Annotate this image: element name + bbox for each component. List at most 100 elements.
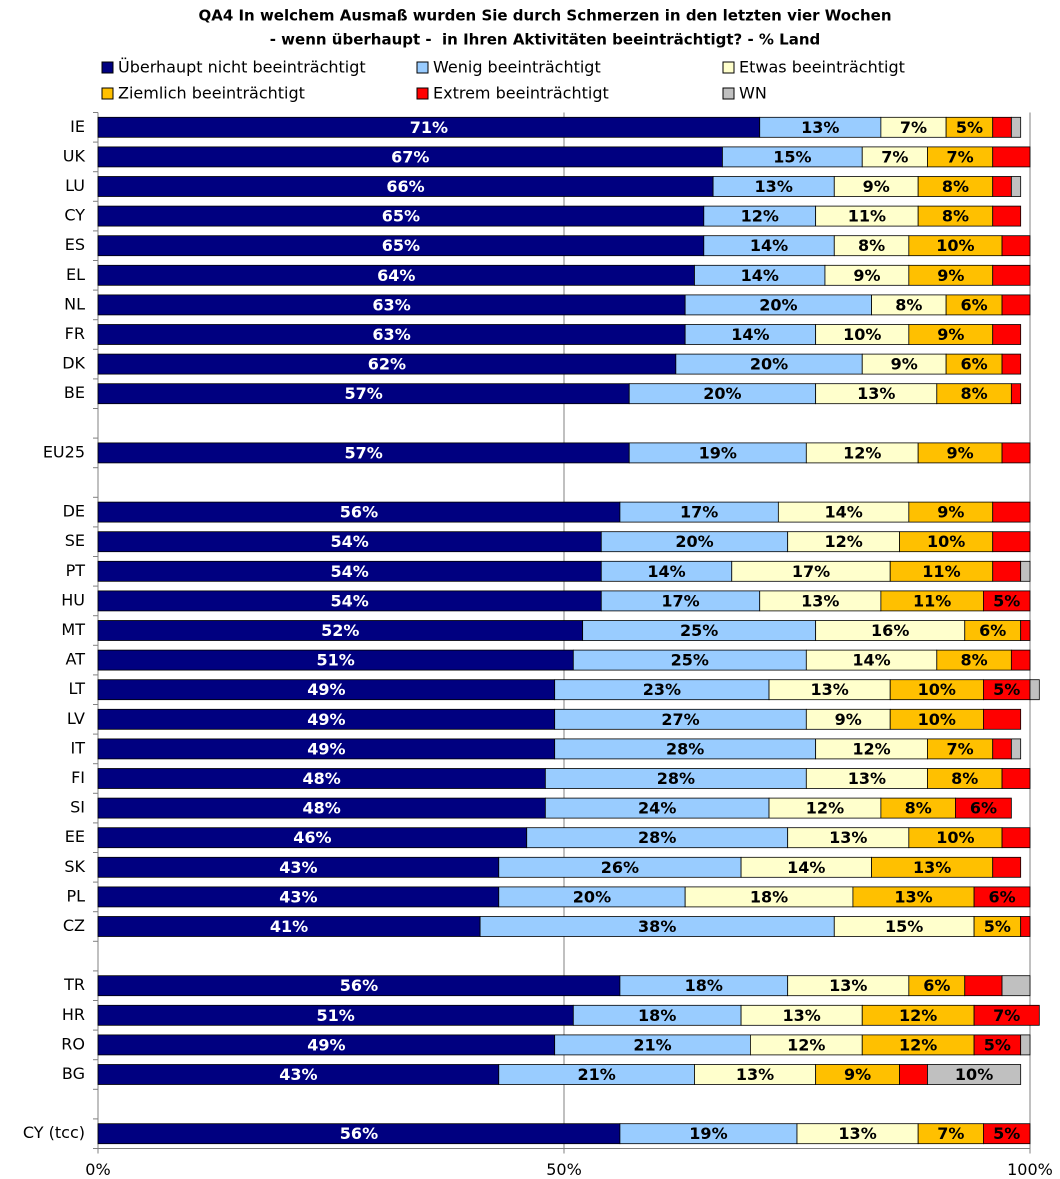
y-tick-label: FR: [65, 324, 85, 343]
data-label: 10%: [843, 325, 881, 344]
data-label: 5%: [993, 680, 1020, 699]
bar-segment: [1001, 827, 1031, 849]
data-label: 10%: [936, 236, 974, 255]
data-label: 54%: [330, 562, 368, 581]
bar-segment: [1001, 353, 1022, 375]
data-label: 10%: [918, 680, 956, 699]
legend-label: Extrem beeinträchtigt: [433, 84, 609, 103]
bar-segment: [983, 590, 1031, 612]
data-label: 43%: [279, 858, 317, 877]
chart-title: QA4 In welchem Ausmaß wurden Sie durch S…: [198, 7, 891, 25]
data-label: 13%: [810, 680, 848, 699]
bar-segment: [1029, 679, 1040, 701]
data-label: 46%: [293, 828, 331, 847]
data-label: 27%: [661, 710, 699, 729]
y-tick-label: BG: [62, 1064, 85, 1083]
data-label: 54%: [330, 532, 368, 551]
data-label: 8%: [905, 799, 932, 818]
data-label: 5%: [993, 1124, 1020, 1143]
y-tick-label: LT: [69, 679, 86, 698]
data-label: 7%: [947, 147, 974, 166]
bar-segment: [992, 176, 1012, 197]
data-label: 67%: [391, 147, 429, 166]
data-label: 48%: [303, 799, 341, 818]
data-label: 21%: [633, 1035, 671, 1054]
data-label: 8%: [895, 295, 922, 314]
data-label: 51%: [317, 1006, 355, 1025]
legend-swatch: [101, 61, 114, 74]
bar-segment: [973, 886, 1031, 908]
legend-label: Etwas beeinträchtigt: [739, 58, 905, 77]
data-label: 8%: [942, 177, 969, 196]
bar-segment: [1010, 383, 1022, 405]
y-tick-label: MT: [61, 620, 85, 639]
y-tick-label: EU25: [43, 442, 85, 461]
data-label: 63%: [372, 325, 410, 344]
data-label: 10%: [955, 1065, 993, 1084]
bar-segment: [1001, 294, 1031, 316]
bar-segment: [964, 975, 1003, 997]
data-label: 12%: [806, 799, 844, 818]
bar-segment: [1001, 975, 1031, 997]
legend-label: WN: [739, 84, 767, 103]
legend-swatch: [101, 87, 114, 100]
data-label: 13%: [736, 1065, 774, 1084]
data-label: 8%: [858, 236, 885, 255]
legend-label: Ziemlich beeinträchtigt: [118, 84, 305, 103]
data-label: 15%: [885, 917, 923, 936]
data-label: 8%: [960, 651, 987, 670]
bar-segment: [1001, 768, 1031, 789]
bar-segment: [1020, 560, 1031, 582]
bar-segment: [973, 1004, 1040, 1026]
data-label: 13%: [857, 384, 895, 403]
data-label: 7%: [937, 1124, 964, 1143]
data-label: 6%: [960, 355, 987, 374]
data-label: 28%: [657, 769, 695, 788]
bar-segment: [992, 205, 1022, 227]
data-label: 65%: [382, 207, 420, 226]
data-label: 28%: [666, 739, 704, 758]
y-tick-label: CY: [64, 206, 85, 225]
bar-segment: [992, 501, 1031, 523]
data-label: 13%: [783, 1006, 821, 1025]
data-label: 5%: [984, 1035, 1011, 1054]
bar-segment: [1001, 442, 1031, 464]
data-label: 17%: [792, 562, 830, 581]
data-label: 18%: [638, 1006, 676, 1025]
data-label: 17%: [680, 503, 718, 522]
bar-segment: [955, 797, 1012, 819]
data-label: 19%: [699, 443, 737, 462]
legend-swatch: [416, 87, 429, 100]
data-label: 56%: [340, 503, 378, 522]
bar-segment: [927, 1064, 1022, 1085]
bar-segment: [992, 264, 1031, 286]
bar-segment: [992, 531, 1031, 553]
bar-segment: [992, 738, 1012, 760]
bar-segment: [992, 856, 1022, 878]
data-label: 12%: [741, 207, 779, 226]
data-label: 38%: [638, 917, 676, 936]
data-label: 12%: [899, 1006, 937, 1025]
data-label: 14%: [824, 503, 862, 522]
data-label: 6%: [923, 976, 950, 995]
data-label: 11%: [848, 207, 886, 226]
data-label: 49%: [307, 739, 345, 758]
data-label: 18%: [685, 976, 723, 995]
data-label: 48%: [303, 769, 341, 788]
data-label: 12%: [852, 739, 890, 758]
y-tick-label: HU: [61, 590, 85, 609]
y-tick-label: HR: [62, 1005, 85, 1024]
y-tick-label: RO: [61, 1034, 85, 1053]
y-tick-label: SK: [64, 857, 85, 876]
data-label: 43%: [279, 1065, 317, 1084]
legend-label: Wenig beeinträchtigt: [433, 58, 601, 77]
data-label: 9%: [863, 177, 890, 196]
data-label: 25%: [680, 621, 718, 640]
y-tick-label: CY (tcc): [23, 1123, 85, 1142]
legend-swatch: [416, 61, 429, 74]
data-label: 6%: [979, 621, 1006, 640]
data-label: 13%: [801, 591, 839, 610]
data-label: 14%: [741, 266, 779, 285]
data-label: 8%: [951, 769, 978, 788]
